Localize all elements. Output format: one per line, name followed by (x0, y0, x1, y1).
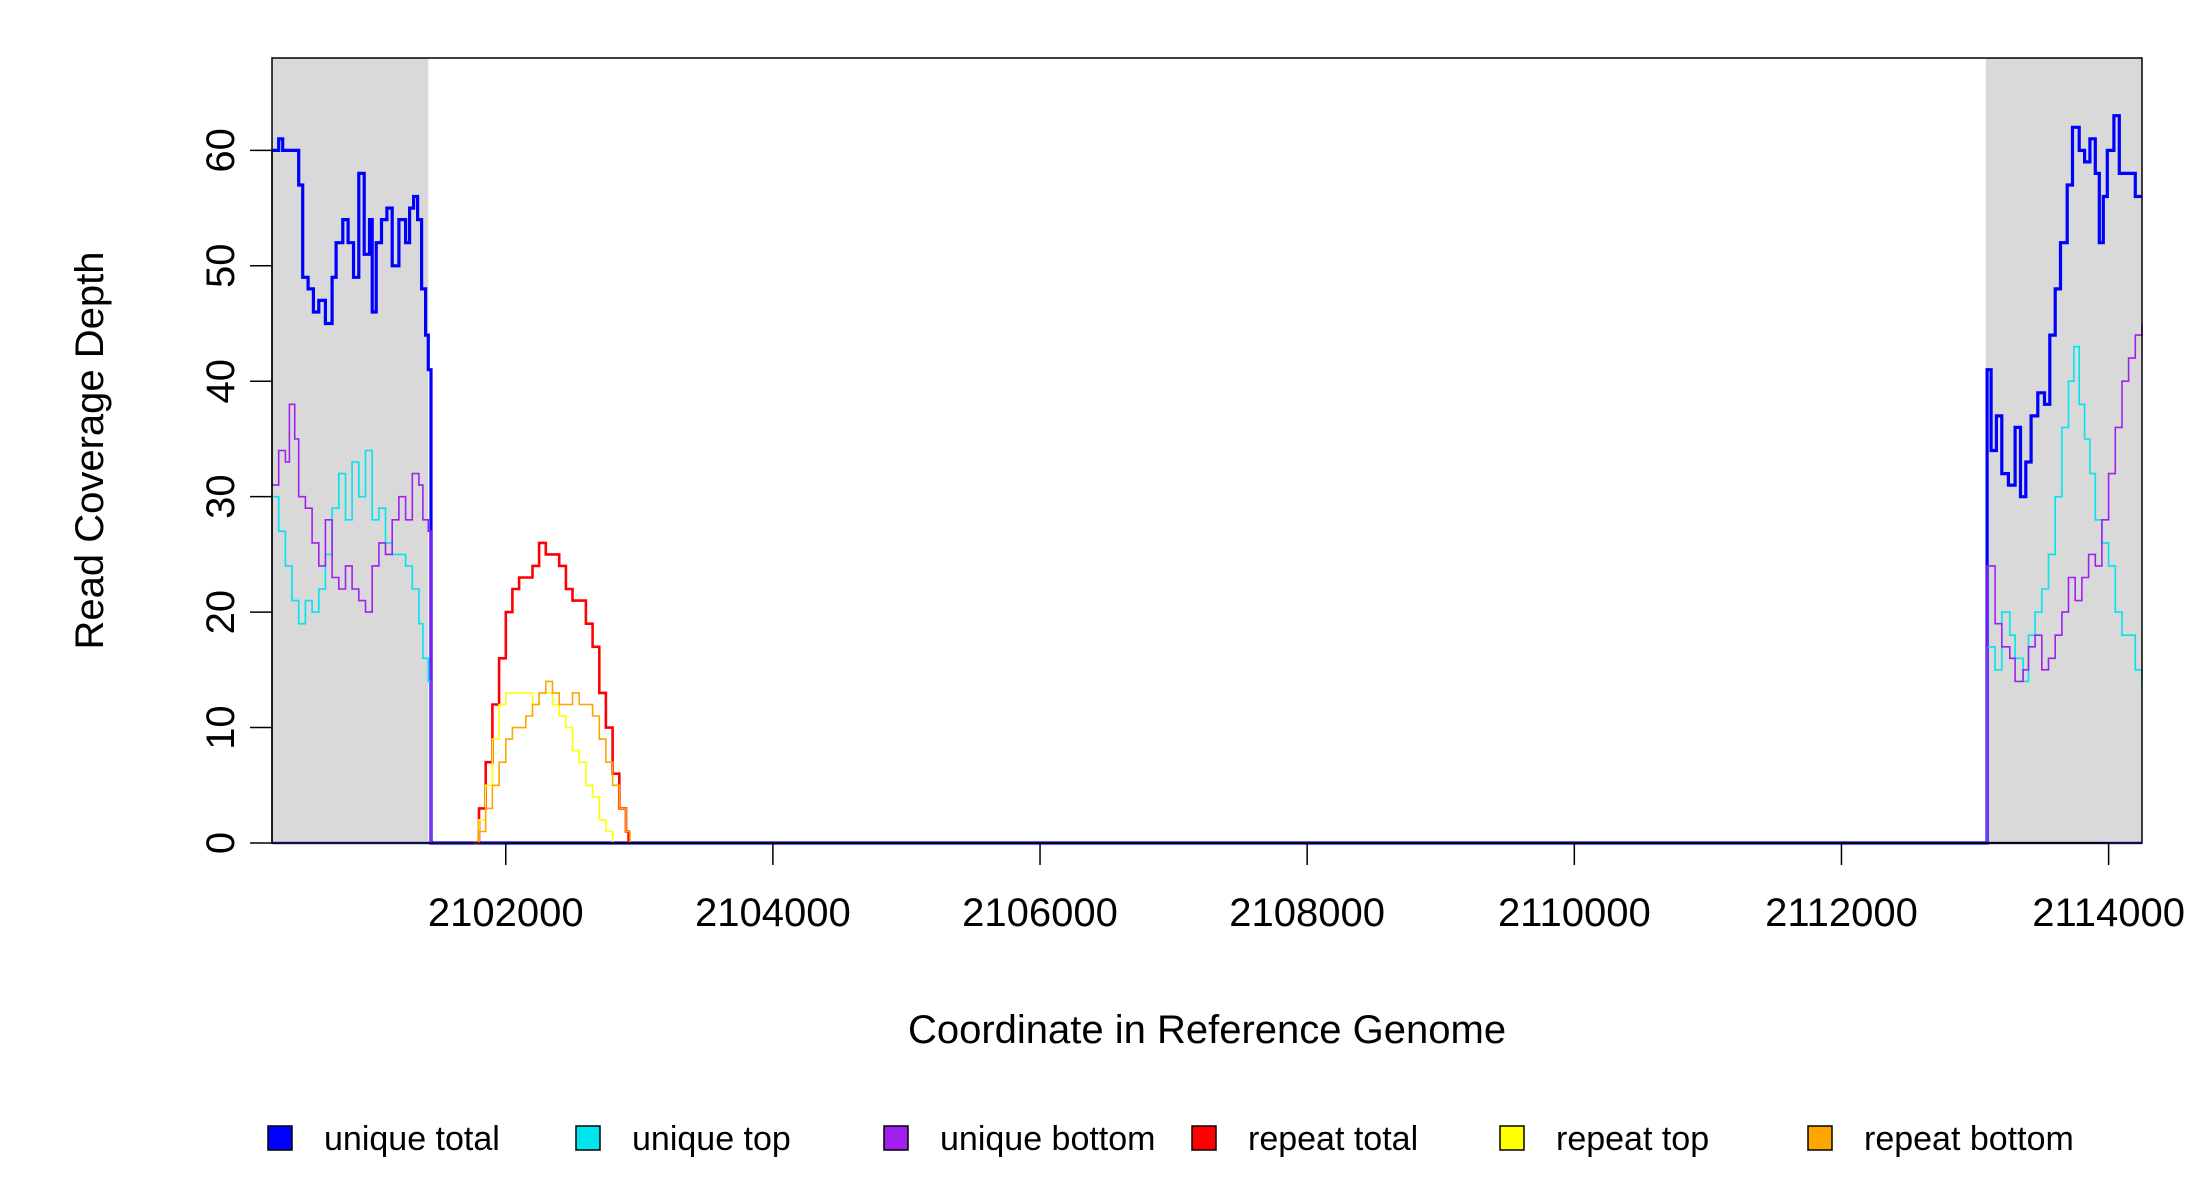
x-tick-label: 2108000 (1229, 891, 1385, 935)
legend-label-unique-bottom: unique bottom (940, 1120, 1156, 1158)
x-tick-label: 2102000 (428, 891, 584, 935)
series-lines (272, 114, 2143, 845)
y-axis: 0 10 20 30 40 50 60 (199, 128, 273, 854)
series-line-unique-total (272, 114, 2142, 845)
x-tick-label: 2106000 (962, 891, 1118, 935)
shaded-region-2 (1985, 58, 2142, 843)
legend-label-unique-total: unique total (324, 1120, 500, 1158)
shaded-region-1 (272, 58, 429, 843)
x-axis: 2102000 2104000 2106000 2108000 2110000 21120… (428, 842, 2185, 935)
series-line-repeat-bottom (473, 680, 631, 844)
series-line-repeat-top (473, 692, 614, 844)
plot-frame (271, 57, 2143, 844)
x-tick-label: 2104000 (695, 891, 851, 935)
legend-label-repeat-bottom: repeat bottom (1864, 1120, 2074, 1158)
y-tick-label: 20 (199, 590, 243, 635)
y-tick-label: 40 (199, 359, 243, 404)
y-tick-label: 50 (199, 244, 243, 289)
series-line-repeat-total (473, 541, 630, 845)
x-axis-label: Coordinate in Reference Genome (908, 1008, 1506, 1052)
legend: unique total unique top unique bottom repea… (267, 1120, 2074, 1158)
legend-swatch-unique-top (575, 1125, 601, 1151)
legend-swatch-repeat-total (1191, 1125, 1217, 1151)
x-tick-label: 2110000 (1498, 891, 1651, 935)
y-tick-label: 60 (199, 128, 243, 173)
series-line-unique-bottom (272, 323, 2143, 844)
series-line-unique-top (272, 345, 2143, 844)
legend-label-repeat-top: repeat top (1556, 1120, 1709, 1158)
shaded-regions (272, 58, 2142, 843)
legend-swatch-repeat-top (1499, 1125, 1525, 1151)
legend-swatch-repeat-bottom (1807, 1125, 1833, 1151)
legend-swatch-unique-total (267, 1125, 293, 1151)
y-axis-label: Read Coverage Depth (68, 251, 112, 649)
y-tick-label: 0 (199, 832, 243, 854)
y-tick-label: 30 (199, 474, 243, 519)
y-tick-label: 10 (199, 705, 243, 750)
x-tick-label: 2112000 (1765, 891, 1918, 935)
x-tick-label: 2114000 (2032, 891, 2185, 935)
legend-label-unique-top: unique top (632, 1120, 791, 1158)
legend-swatch-unique-bottom (883, 1125, 909, 1151)
legend-label-repeat-total: repeat total (1248, 1120, 1418, 1158)
